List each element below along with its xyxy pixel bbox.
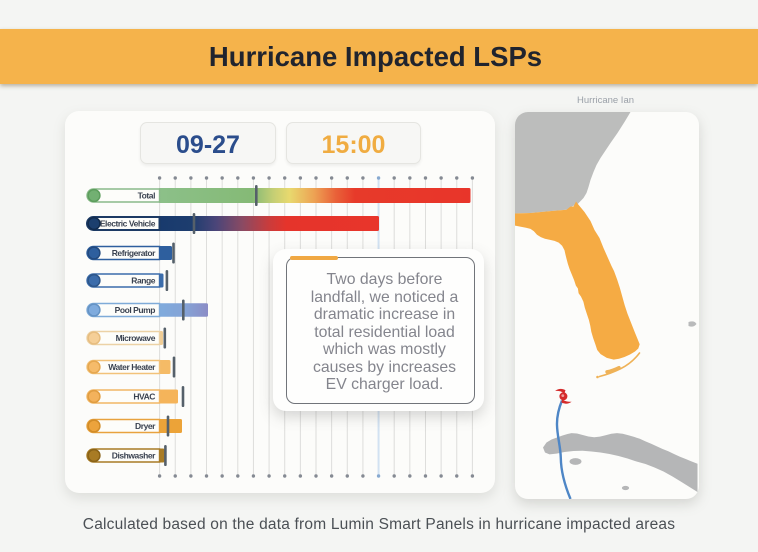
svg-text:Water Heater: Water Heater xyxy=(108,362,156,372)
svg-text:Microwave: Microwave xyxy=(116,333,156,343)
svg-text:Dryer: Dryer xyxy=(135,421,156,431)
svg-text:Dishwasher: Dishwasher xyxy=(112,451,156,461)
svg-text:Range: Range xyxy=(131,276,155,286)
svg-text:Electric Vehicle: Electric Vehicle xyxy=(100,219,156,229)
svg-text:HVAC: HVAC xyxy=(133,392,155,402)
svg-text:Total: Total xyxy=(138,191,156,201)
svg-text:Refrigerator: Refrigerator xyxy=(112,248,156,258)
svg-text:Pool Pump: Pool Pump xyxy=(115,305,156,315)
